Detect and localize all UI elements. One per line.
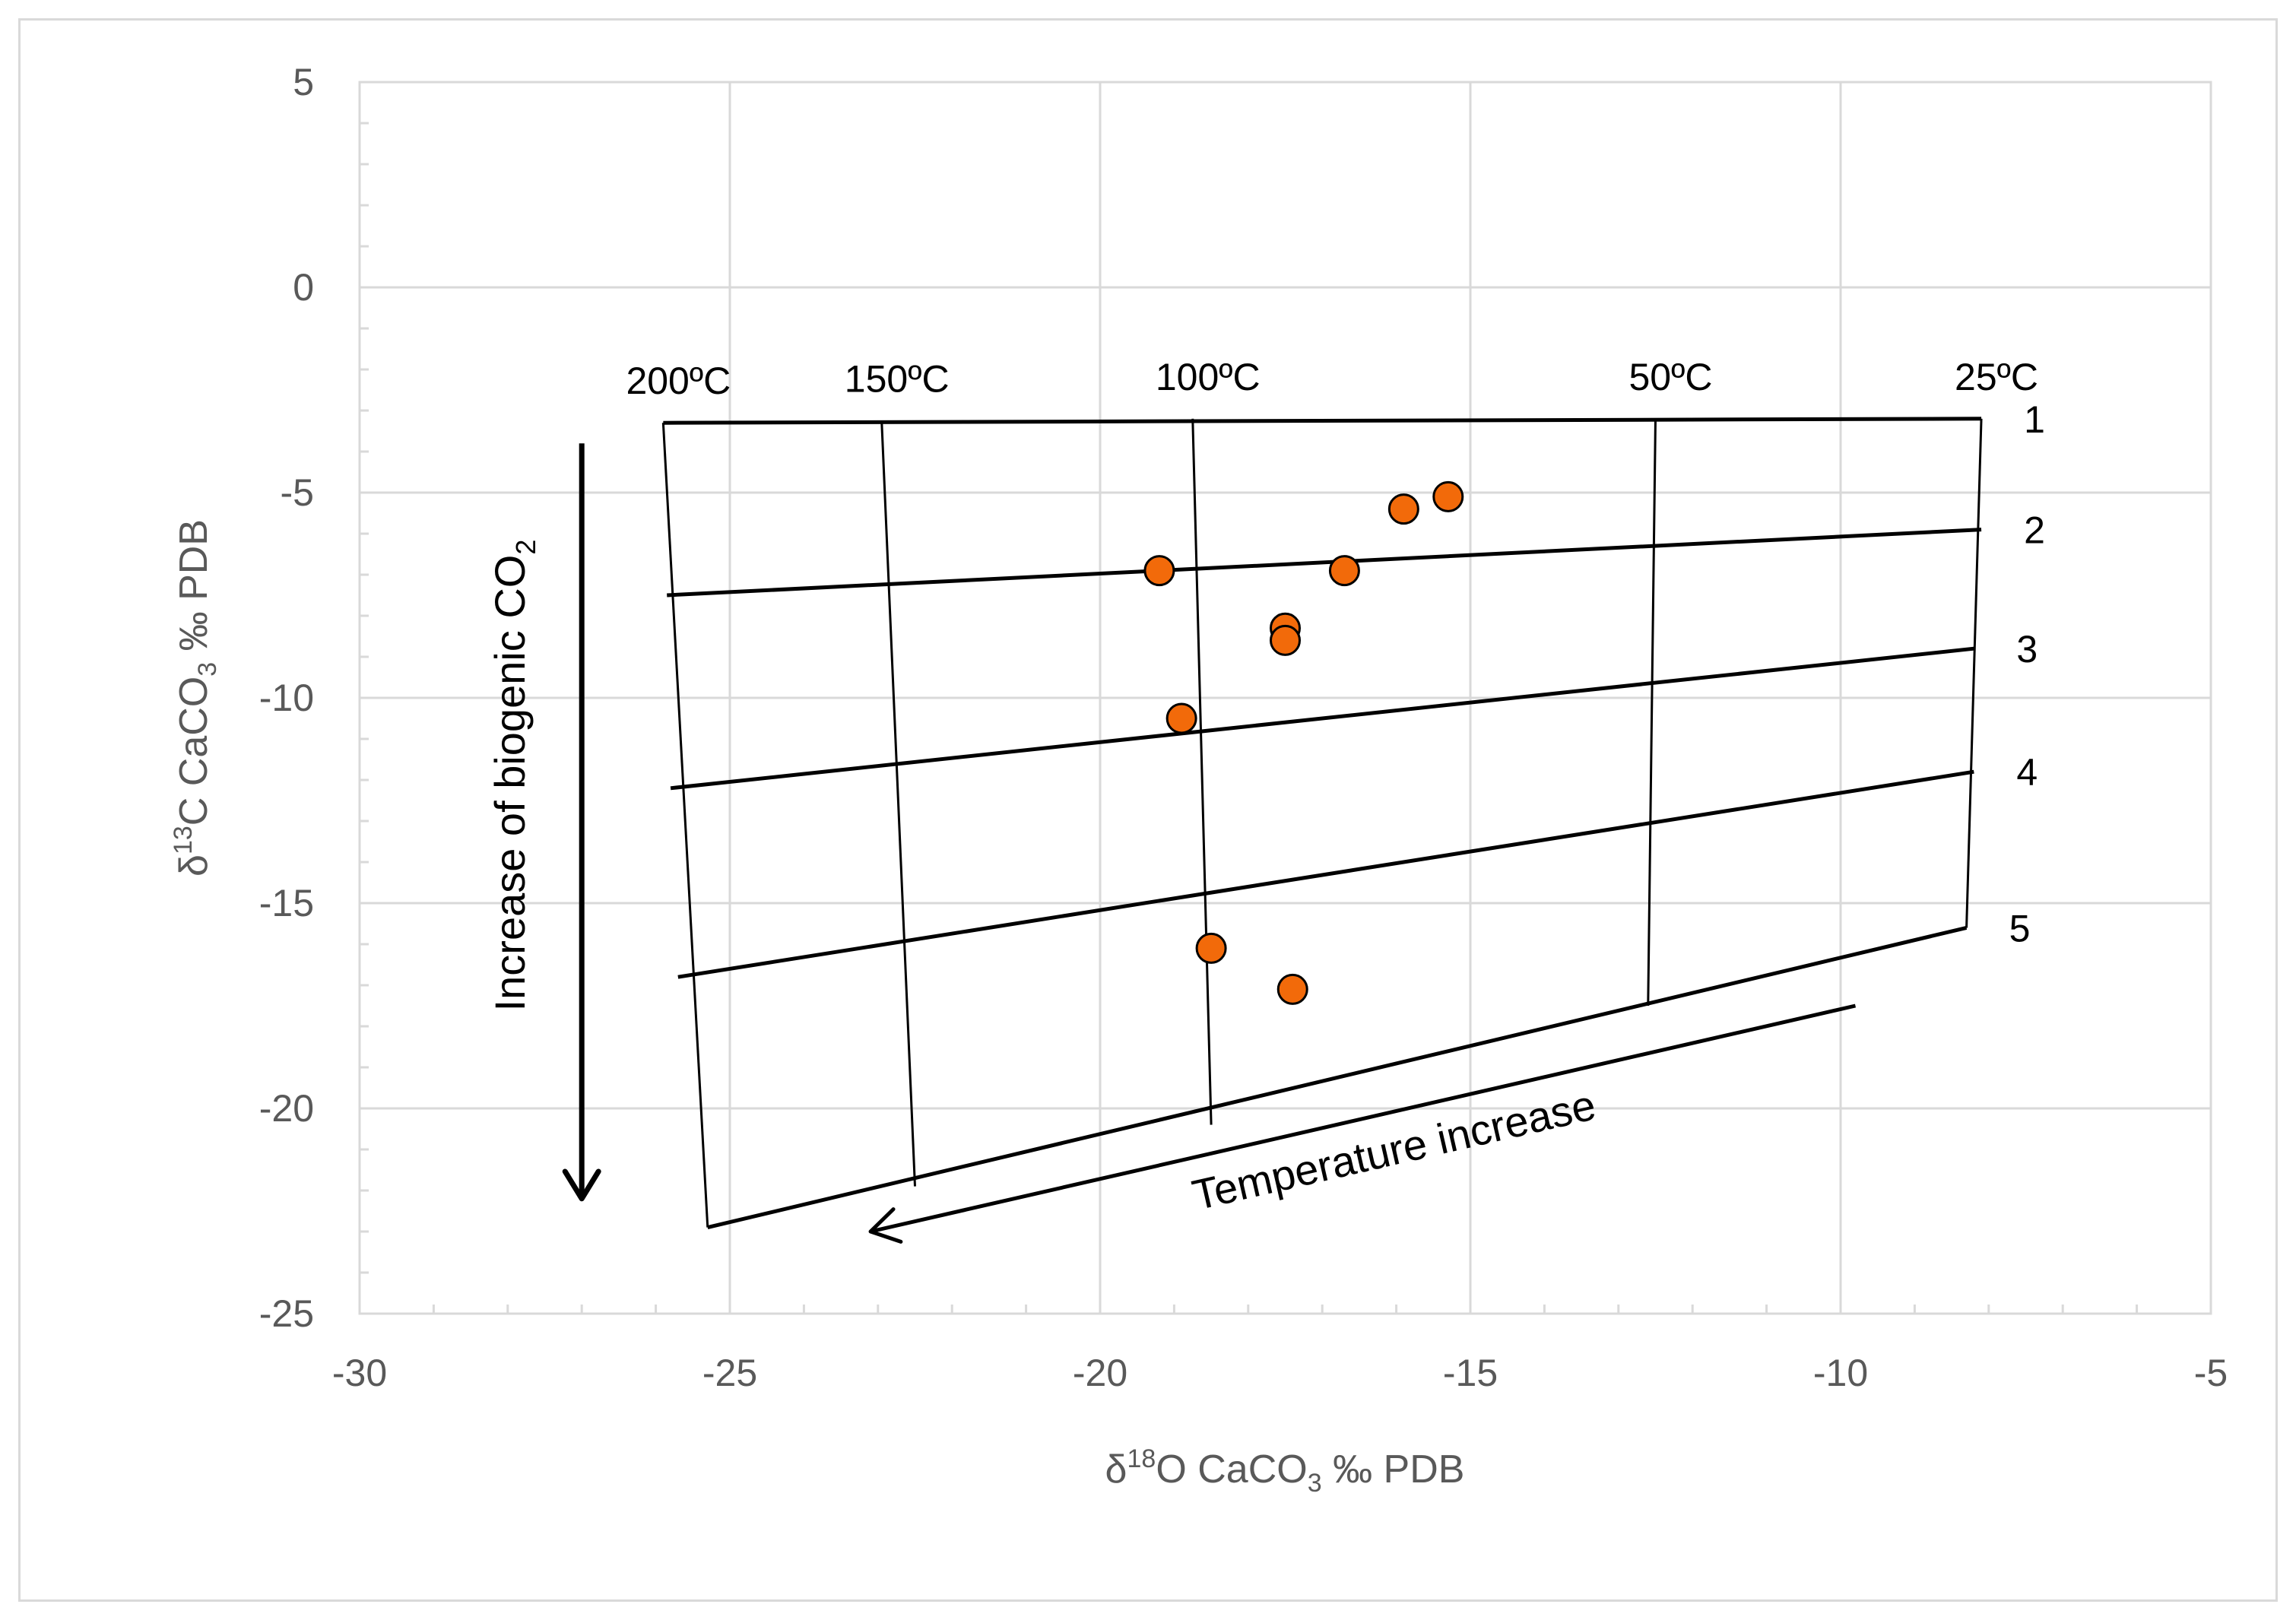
biogenic-co2-line bbox=[670, 646, 1974, 791]
y-tick-label: 5 bbox=[293, 61, 314, 103]
y-tick-label: -10 bbox=[259, 677, 314, 719]
y-tick-label: 0 bbox=[293, 266, 314, 309]
y-tick-label: -15 bbox=[259, 882, 314, 924]
x-tick-label: -25 bbox=[702, 1352, 757, 1394]
data-point bbox=[1165, 702, 1197, 734]
x-tick-labels: -30 -25 -20 -15 -10 -5 bbox=[332, 1352, 2228, 1394]
biogenic-co2-line bbox=[677, 769, 1974, 979]
y-tick-label: -20 bbox=[259, 1087, 314, 1130]
data-point bbox=[1328, 555, 1360, 587]
data-points bbox=[1143, 480, 1464, 1005]
line-number-label: 4 bbox=[2016, 751, 2038, 794]
gridlines bbox=[358, 81, 2212, 1315]
y-tick-label: -5 bbox=[281, 471, 314, 514]
data-point bbox=[1276, 973, 1308, 1005]
isotherm-line bbox=[1191, 418, 1213, 1125]
isotherm-label: 200ºC bbox=[626, 360, 731, 402]
temperature-grid-overlay bbox=[661, 417, 1983, 1230]
annotation-arrow-shaft bbox=[870, 1003, 1857, 1234]
isotherm-label: 25ºC bbox=[1955, 356, 2038, 398]
x-tick-label: -30 bbox=[332, 1352, 387, 1394]
line-number-label: 2 bbox=[2024, 509, 2045, 552]
x-tick-label: -10 bbox=[1813, 1352, 1868, 1394]
isotherm-line bbox=[1647, 418, 1657, 1007]
data-point bbox=[1143, 555, 1175, 587]
line-number-label: 3 bbox=[2016, 628, 2038, 671]
x-tick-label: -5 bbox=[2194, 1352, 2228, 1394]
x-tick-label: -20 bbox=[1073, 1352, 1127, 1394]
isotherm-label: 100ºC bbox=[1156, 356, 1261, 398]
line-number-label: 1 bbox=[2024, 398, 2045, 441]
data-point bbox=[1195, 932, 1227, 964]
biogenic-arrow-label: Increase of biogenic CO2 bbox=[486, 540, 541, 1012]
data-point bbox=[1387, 493, 1419, 525]
x-tick-label: -15 bbox=[1443, 1352, 1498, 1394]
isotherm-line bbox=[661, 423, 709, 1228]
annotation-arrow-head bbox=[868, 1207, 903, 1244]
y-axis-label: δ13C CaCO3 ‰ PDB bbox=[169, 519, 222, 877]
y-tick-label: -25 bbox=[259, 1292, 314, 1335]
y-tick-labels: 5 0 -5 -10 -15 -20 -25 bbox=[259, 61, 314, 1335]
line-number-label: 5 bbox=[2009, 907, 2031, 949]
isotherm-line bbox=[880, 420, 916, 1187]
biogenic-co2-line bbox=[707, 925, 1968, 1230]
annotation-arrow-head bbox=[562, 1168, 601, 1202]
isotherm-label: 150ºC bbox=[845, 358, 950, 401]
isotherm-line bbox=[1965, 418, 1983, 928]
biogenic-co2-line bbox=[663, 417, 1982, 425]
isotherm-label: 50ºC bbox=[1629, 356, 1713, 398]
biogenic-co2-line bbox=[667, 528, 1982, 598]
x-axis-label: δ18O CaCO3 ‰ PDB bbox=[1105, 1444, 1465, 1498]
data-point bbox=[1432, 480, 1464, 512]
data-point bbox=[1270, 624, 1301, 656]
